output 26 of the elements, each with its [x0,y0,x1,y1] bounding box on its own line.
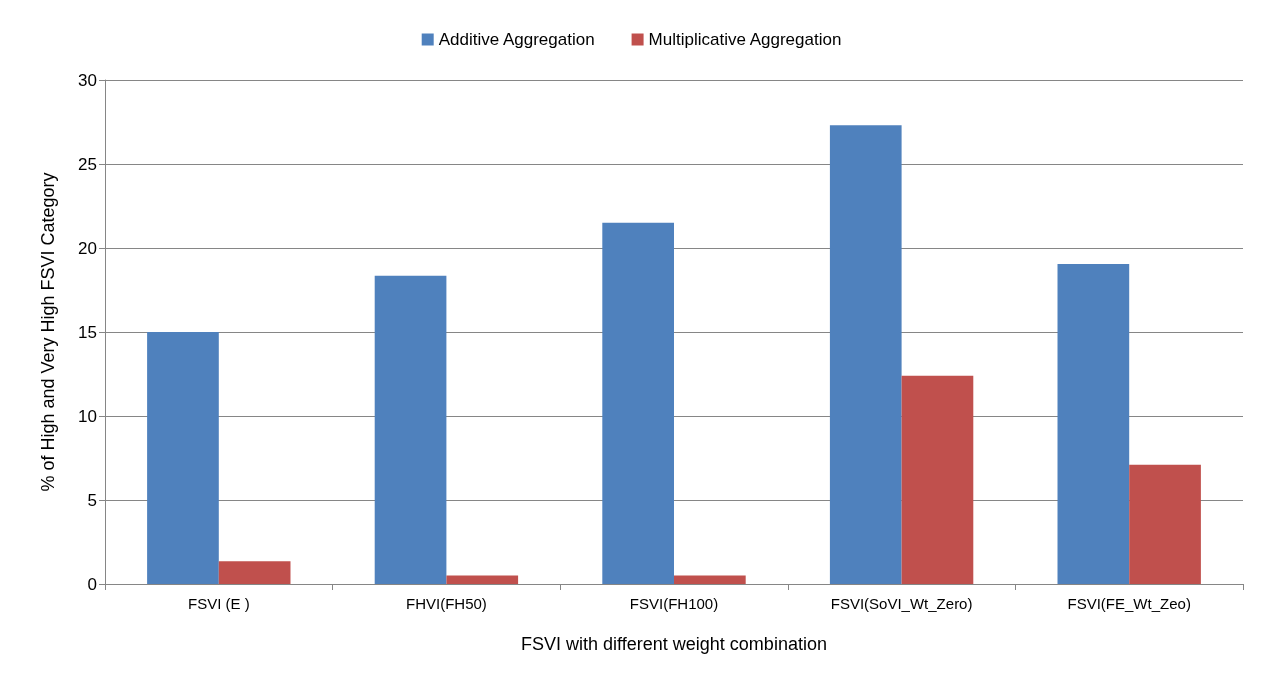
bar [674,575,746,584]
bar [147,332,219,584]
bar [901,375,974,584]
bar [1129,464,1201,584]
x-axis-title: FSVI with different weight combination [521,634,827,654]
x-tick-label: FSVI(FE_Wt_Zeo) [1067,595,1191,612]
x-tick-label: FSVI(FH100) [629,595,719,612]
y-tick-label: 5 [87,490,97,510]
legend-label: Multiplicative Aggregation [648,30,842,49]
x-tick-label: FHVI(FH50) [405,595,487,612]
y-axis-title: % of High and Very High FSVI Category [38,172,58,492]
bar [602,222,674,584]
bar [446,575,519,584]
bar [218,561,291,584]
bar [829,125,902,584]
x-tick-label: FSVI(SoVI_Wt_Zero) [830,595,973,612]
y-tick-label: 0 [87,574,97,594]
bar [374,275,447,584]
y-tick-label: 30 [78,70,97,90]
y-tick-label: 20 [78,238,97,258]
y-tick-label: 25 [78,154,97,174]
legend-label: Additive Aggregation [438,30,595,49]
x-tick-label: FSVI (E ) [187,595,250,612]
y-tick-label: 15 [78,322,97,342]
bar [1057,263,1130,584]
y-tick-label: 10 [78,406,97,426]
